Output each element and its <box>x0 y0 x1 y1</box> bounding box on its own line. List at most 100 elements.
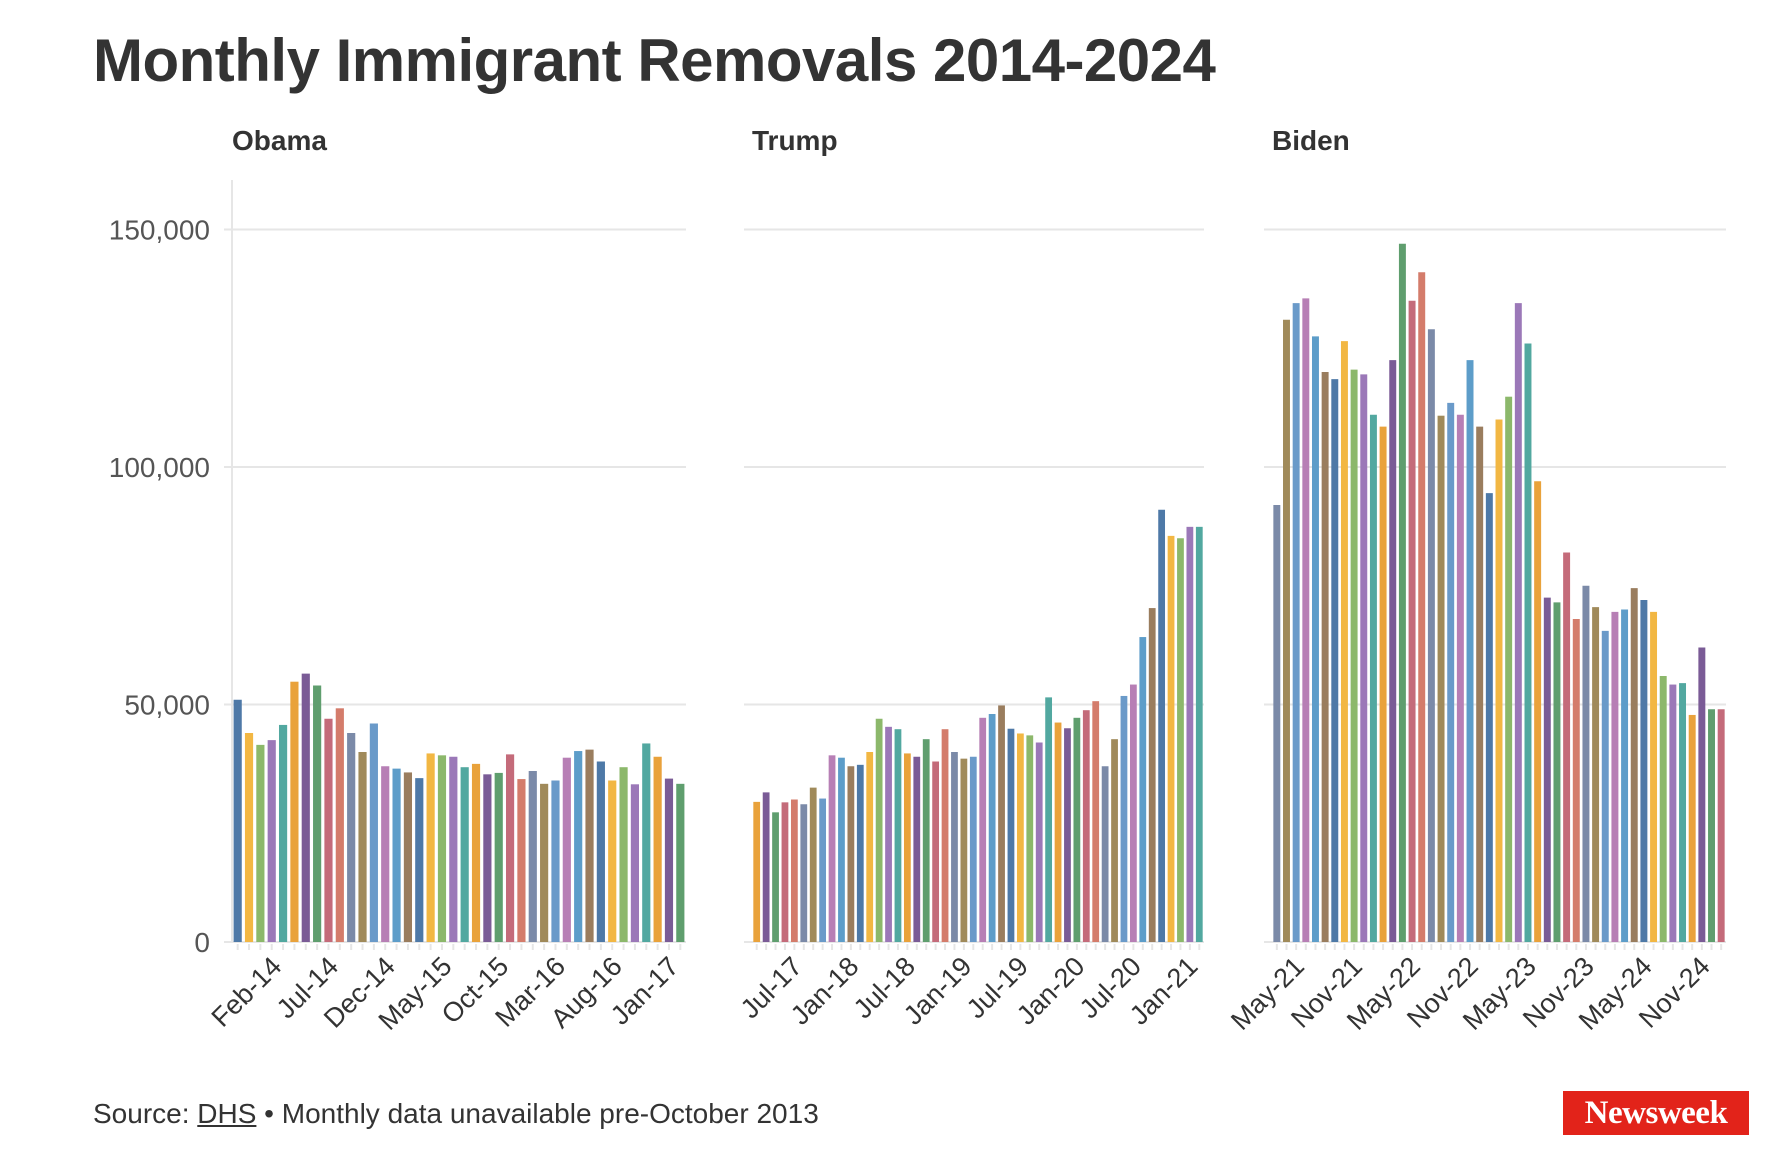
y-tick-label: 50,000 <box>124 690 210 721</box>
trump-bar <box>1007 728 1015 942</box>
obama-bar <box>403 772 413 942</box>
y-tick-label: 100,000 <box>109 452 210 483</box>
trump-bar <box>1026 735 1034 942</box>
biden-bar <box>1640 600 1648 942</box>
obama-bar <box>653 756 662 942</box>
biden-bar <box>1514 303 1522 942</box>
biden-bar <box>1698 647 1706 942</box>
obama-bar <box>256 744 265 942</box>
biden-bar <box>1408 300 1416 942</box>
obama-bar <box>562 757 571 942</box>
obama-bar <box>494 772 503 942</box>
biden-bar <box>1543 597 1551 942</box>
obama-bar <box>449 756 458 942</box>
obama-facet-label: Obama <box>232 125 327 156</box>
obama-bar <box>608 780 617 942</box>
biden-bar <box>1418 272 1426 942</box>
biden-bar <box>1495 419 1503 942</box>
biden-bar <box>1650 611 1658 942</box>
biden-bar <box>1379 426 1387 942</box>
obama-bar <box>324 718 333 942</box>
trump-bar <box>1148 608 1156 942</box>
obama-bar <box>517 779 526 942</box>
source-link[interactable]: DHS <box>197 1098 257 1129</box>
biden-bar <box>1592 607 1600 942</box>
obama-bar <box>540 783 549 942</box>
biden-bar <box>1340 341 1348 942</box>
trump-bar <box>1120 695 1128 942</box>
obama-bar <box>369 723 378 942</box>
biden-bar <box>1437 415 1445 942</box>
obama-bar <box>301 673 310 942</box>
trump-bar <box>1177 538 1184 942</box>
biden-bar <box>1427 329 1435 942</box>
obama-bar <box>415 778 424 942</box>
source-prefix: Source: <box>93 1098 198 1129</box>
trump-bar <box>856 764 864 942</box>
biden-bar <box>1447 402 1455 942</box>
biden-bar <box>1659 676 1667 942</box>
obama-bar <box>437 755 447 942</box>
obama-bar <box>574 751 583 942</box>
trump-bar <box>772 812 779 942</box>
trump-bar <box>1139 637 1147 942</box>
source-note: Source: DHS • Monthly data unavailable p… <box>93 1098 819 1130</box>
biden-bar <box>1476 426 1484 942</box>
source-note-text: • Monthly data unavailable pre-October 2… <box>256 1098 819 1129</box>
newsweek-logo[interactable]: Newsweek <box>1563 1091 1749 1135</box>
trump-bar <box>1129 684 1137 942</box>
obama-bar <box>471 763 481 942</box>
biden-bar <box>1350 369 1358 942</box>
y-tick-label: 150,000 <box>109 215 210 246</box>
trump-bar <box>809 787 817 942</box>
trump-bar <box>1016 733 1024 942</box>
obama-bar <box>483 774 492 942</box>
biden-bar <box>1717 709 1725 942</box>
y-tick-label: 0 <box>194 927 210 958</box>
trump-bar <box>922 739 930 942</box>
trump-bar <box>1195 526 1203 942</box>
obama-bar <box>619 767 628 942</box>
biden-bar <box>1456 414 1464 942</box>
biden-bar <box>1331 379 1339 942</box>
obama-bar <box>290 681 299 942</box>
biden-bar <box>1505 396 1513 942</box>
obama-bar <box>335 708 344 942</box>
trump-bar <box>951 752 958 942</box>
trump-bar <box>913 756 921 942</box>
obama-bar <box>460 767 469 942</box>
obama-bar <box>313 685 322 942</box>
trump-bar <box>885 726 892 942</box>
biden-bar <box>1708 709 1715 942</box>
obama-bar <box>596 761 605 942</box>
biden-bar <box>1553 602 1561 942</box>
obama-bar <box>585 749 594 942</box>
obama-bar <box>358 752 367 942</box>
trump-bar <box>762 792 770 942</box>
obama-bar <box>233 699 242 942</box>
obama-bar <box>505 754 515 942</box>
obama-bar <box>528 771 537 942</box>
biden-bar <box>1283 319 1290 942</box>
obama-bar <box>426 753 435 942</box>
trump-bar <box>838 757 845 942</box>
obama-x-tick-label: Feb-14 <box>206 951 288 1033</box>
biden-bar <box>1466 360 1474 942</box>
trump-bar <box>960 758 968 942</box>
trump-bar <box>998 705 1005 942</box>
obama-bar <box>244 733 254 942</box>
obama-bar <box>278 724 288 942</box>
biden-bar <box>1582 585 1590 942</box>
obama-bar <box>267 740 276 942</box>
trump-bar <box>1082 710 1090 942</box>
biden-facet-label: Biden <box>1272 125 1350 156</box>
biden-bar <box>1321 372 1329 942</box>
biden-bar <box>1534 481 1542 942</box>
biden-bar <box>1630 588 1638 942</box>
biden-bar <box>1563 552 1571 942</box>
trump-bar <box>903 753 911 942</box>
biden-bar <box>1485 493 1493 942</box>
trump-bar <box>1101 766 1109 942</box>
trump-bar <box>790 799 798 942</box>
